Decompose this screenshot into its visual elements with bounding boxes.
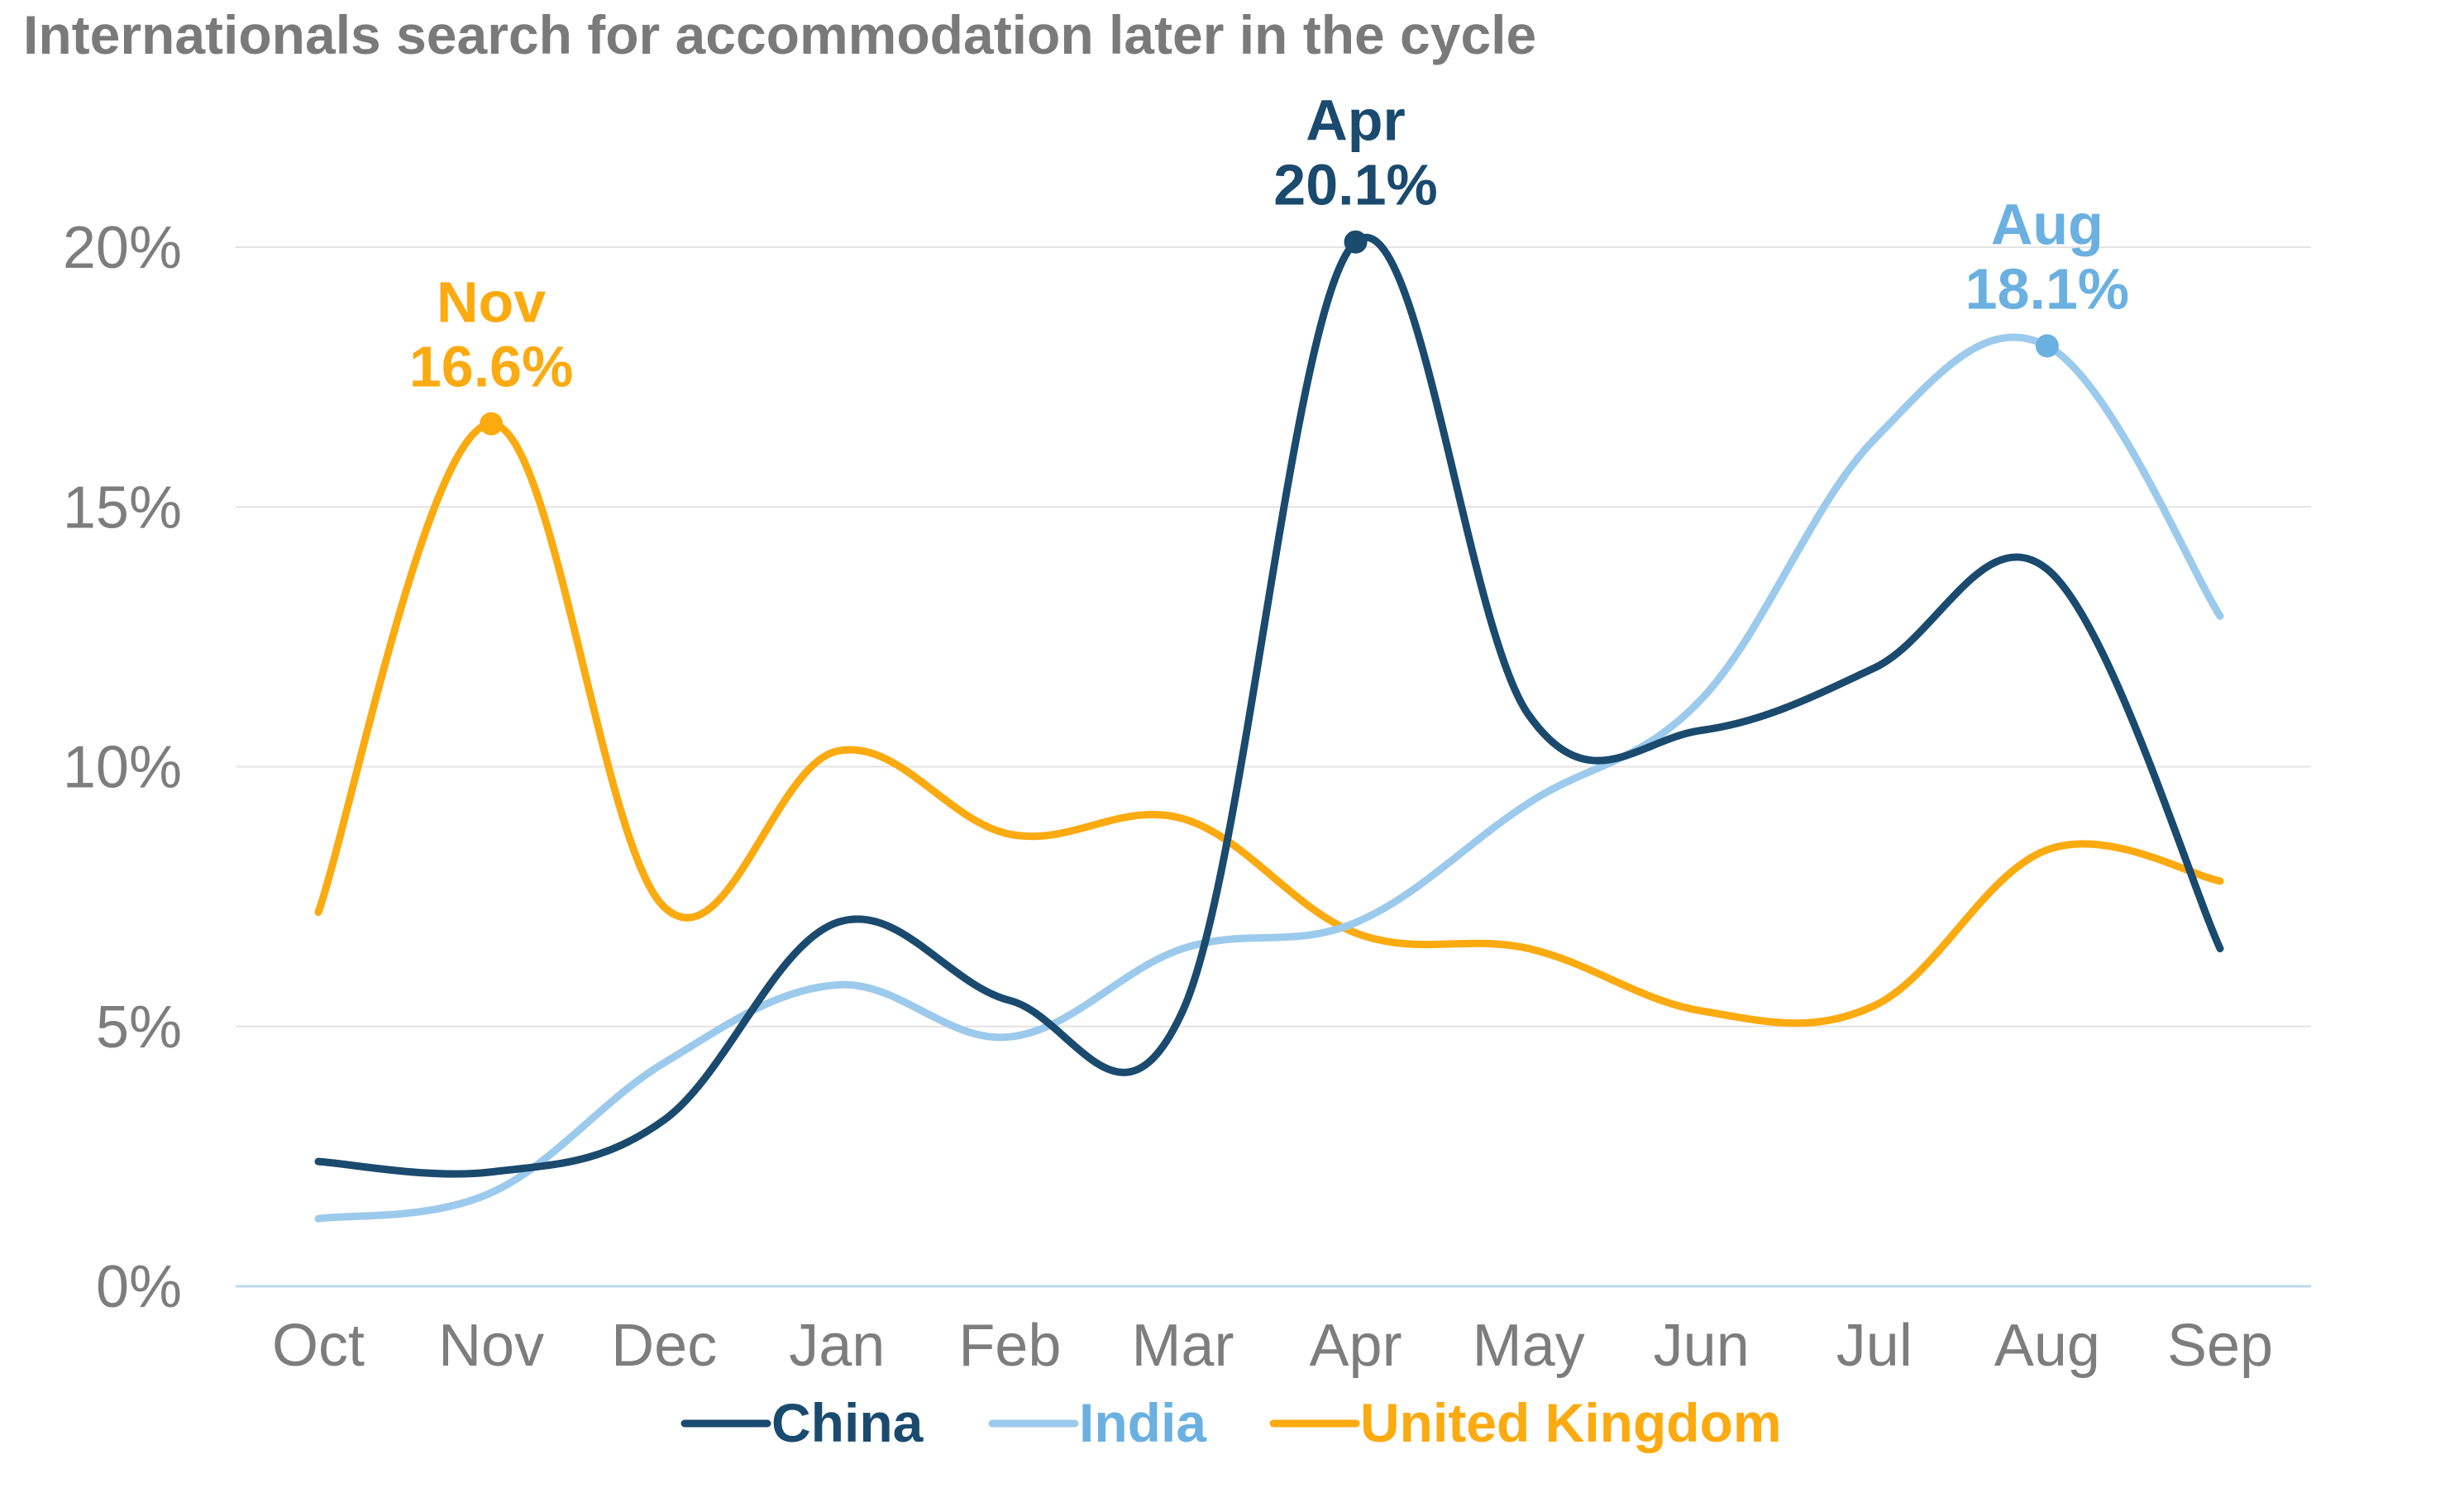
series-line-united-kingdom — [314, 420, 2224, 1028]
x-tick-label: Sep — [2167, 1313, 2273, 1379]
series-line-india — [314, 333, 2224, 1223]
x-tick-label: Oct — [272, 1313, 365, 1379]
x-tick-label: Dec — [611, 1313, 717, 1379]
y-tick-label: 20% — [63, 215, 182, 281]
x-tick-label: Aug — [1994, 1313, 2100, 1379]
peak-month-label-united-kingdom: Nov — [437, 270, 546, 335]
y-tick-label: 0% — [96, 1254, 182, 1320]
series-line-china — [314, 234, 2224, 1178]
legend-label-india: India — [1079, 1392, 1207, 1453]
y-tick-label: 10% — [63, 735, 182, 801]
peak-month-label-china: Apr — [1306, 88, 1406, 153]
legend: China India United Kingdom — [680, 1392, 1782, 1453]
peak-marker-india — [2035, 334, 2059, 358]
peak-marker-china — [1344, 230, 1368, 254]
y-tick-label: 15% — [63, 474, 182, 541]
peak-marker-united-kingdom — [480, 412, 504, 436]
chart-title: Internationals search for accommodation … — [23, 4, 1537, 65]
x-tick-label: Jul — [1836, 1313, 1912, 1379]
y-axis-ticks: 0% 5% 10% 15% 20% — [63, 215, 182, 1320]
x-tick-label: Nov — [438, 1313, 544, 1379]
series-lines — [314, 234, 2224, 1223]
legend-label-china: China — [771, 1392, 924, 1453]
peak-month-label-india: Aug — [1991, 192, 2103, 256]
x-tick-label: Jun — [1654, 1313, 1750, 1379]
x-tick-label: Apr — [1310, 1313, 1402, 1379]
peak-value-label-india: 18.1% — [1965, 256, 2129, 321]
x-tick-label: May — [1473, 1313, 1585, 1379]
x-tick-label: Feb — [958, 1313, 1061, 1379]
y-tick-label: 5% — [96, 994, 182, 1061]
grid-lines — [236, 246, 2311, 1288]
peak-value-label-united-kingdom: 16.6% — [409, 335, 573, 399]
x-tick-label: Mar — [1131, 1313, 1234, 1379]
legend-label-united-kingdom: United Kingdom — [1360, 1392, 1782, 1453]
peak-value-label-china: 20.1% — [1273, 153, 1437, 217]
x-axis-ticks: Oct Nov Dec Jan Feb Mar Apr May Jun Jul Aug Sep — [272, 1313, 2273, 1379]
x-tick-label: Jan — [789, 1313, 885, 1379]
